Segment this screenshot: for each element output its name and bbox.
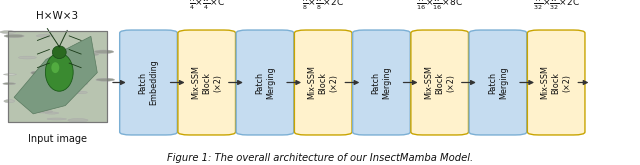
Ellipse shape [72,91,87,94]
Ellipse shape [68,118,88,122]
Ellipse shape [77,82,88,85]
Text: Patch
Embedding: Patch Embedding [138,60,159,105]
Text: Mix-SSM
Block
(×2): Mix-SSM Block (×2) [191,66,222,99]
Text: Input image: Input image [28,134,87,144]
Ellipse shape [31,71,40,75]
Ellipse shape [96,78,115,81]
Ellipse shape [36,34,53,37]
Text: $\frac{H}{4}$×$\frac{W}{4}$×C: $\frac{H}{4}$×$\frac{W}{4}$×C [189,0,225,12]
FancyBboxPatch shape [8,31,107,122]
Ellipse shape [4,74,17,75]
Text: $\frac{H}{8}$×$\frac{W}{8}$×2C: $\frac{H}{8}$×$\frac{W}{8}$×2C [302,0,344,12]
Text: H×W×3: H×W×3 [36,11,78,21]
FancyBboxPatch shape [527,30,585,135]
Ellipse shape [45,112,59,114]
Text: Patch
Merging: Patch Merging [488,66,508,99]
Text: $\frac{H}{32}$×$\frac{W}{32}$×2C: $\frac{H}{32}$×$\frac{W}{32}$×2C [532,0,580,12]
Text: Patch
Merging: Patch Merging [255,66,275,99]
Ellipse shape [19,56,36,59]
Ellipse shape [34,110,52,113]
Ellipse shape [45,53,73,91]
Text: $\frac{H}{16}$×$\frac{W}{16}$×8C: $\frac{H}{16}$×$\frac{W}{16}$×8C [416,0,463,12]
Text: Mix-SSM
Block
(×2): Mix-SSM Block (×2) [424,66,455,99]
Ellipse shape [51,62,60,73]
Text: Figure 1: The overall architecture of our InsectMamba Model.: Figure 1: The overall architecture of ou… [167,153,473,163]
Text: Patch
Merging: Patch Merging [371,66,392,99]
FancyBboxPatch shape [469,30,527,135]
Ellipse shape [35,80,53,82]
FancyBboxPatch shape [178,30,236,135]
Ellipse shape [4,100,15,103]
FancyBboxPatch shape [236,30,294,135]
Ellipse shape [0,31,15,33]
Text: Mix-SSM
Block
(×2): Mix-SSM Block (×2) [541,66,572,99]
Ellipse shape [3,83,15,85]
Ellipse shape [52,46,66,59]
Text: Mix-SSM
Block
(×2): Mix-SSM Block (×2) [308,66,339,99]
FancyBboxPatch shape [353,30,410,135]
Ellipse shape [47,118,67,120]
Ellipse shape [4,34,24,38]
FancyBboxPatch shape [120,30,177,135]
FancyBboxPatch shape [294,30,352,135]
FancyBboxPatch shape [411,30,468,135]
Ellipse shape [94,50,114,53]
Polygon shape [14,36,97,114]
Ellipse shape [84,53,99,56]
